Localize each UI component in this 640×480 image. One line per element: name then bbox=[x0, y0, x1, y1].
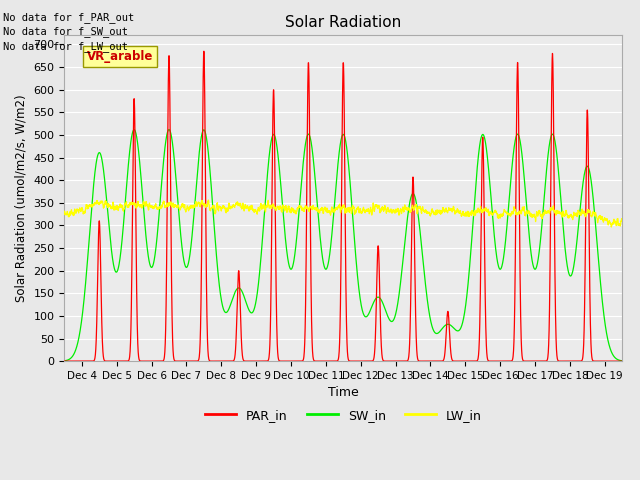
X-axis label: Time: Time bbox=[328, 386, 358, 399]
Text: VR_arable: VR_arable bbox=[86, 50, 153, 63]
Legend: PAR_in, SW_in, LW_in: PAR_in, SW_in, LW_in bbox=[200, 404, 486, 427]
Text: No data for f_SW_out: No data for f_SW_out bbox=[3, 26, 128, 37]
Text: No data for f_LW_out: No data for f_LW_out bbox=[3, 41, 128, 52]
Title: Solar Radiation: Solar Radiation bbox=[285, 15, 401, 30]
Text: No data for f_PAR_out: No data for f_PAR_out bbox=[3, 12, 134, 23]
Y-axis label: Solar Radiation (umol/m2/s, W/m2): Solar Radiation (umol/m2/s, W/m2) bbox=[15, 95, 28, 302]
